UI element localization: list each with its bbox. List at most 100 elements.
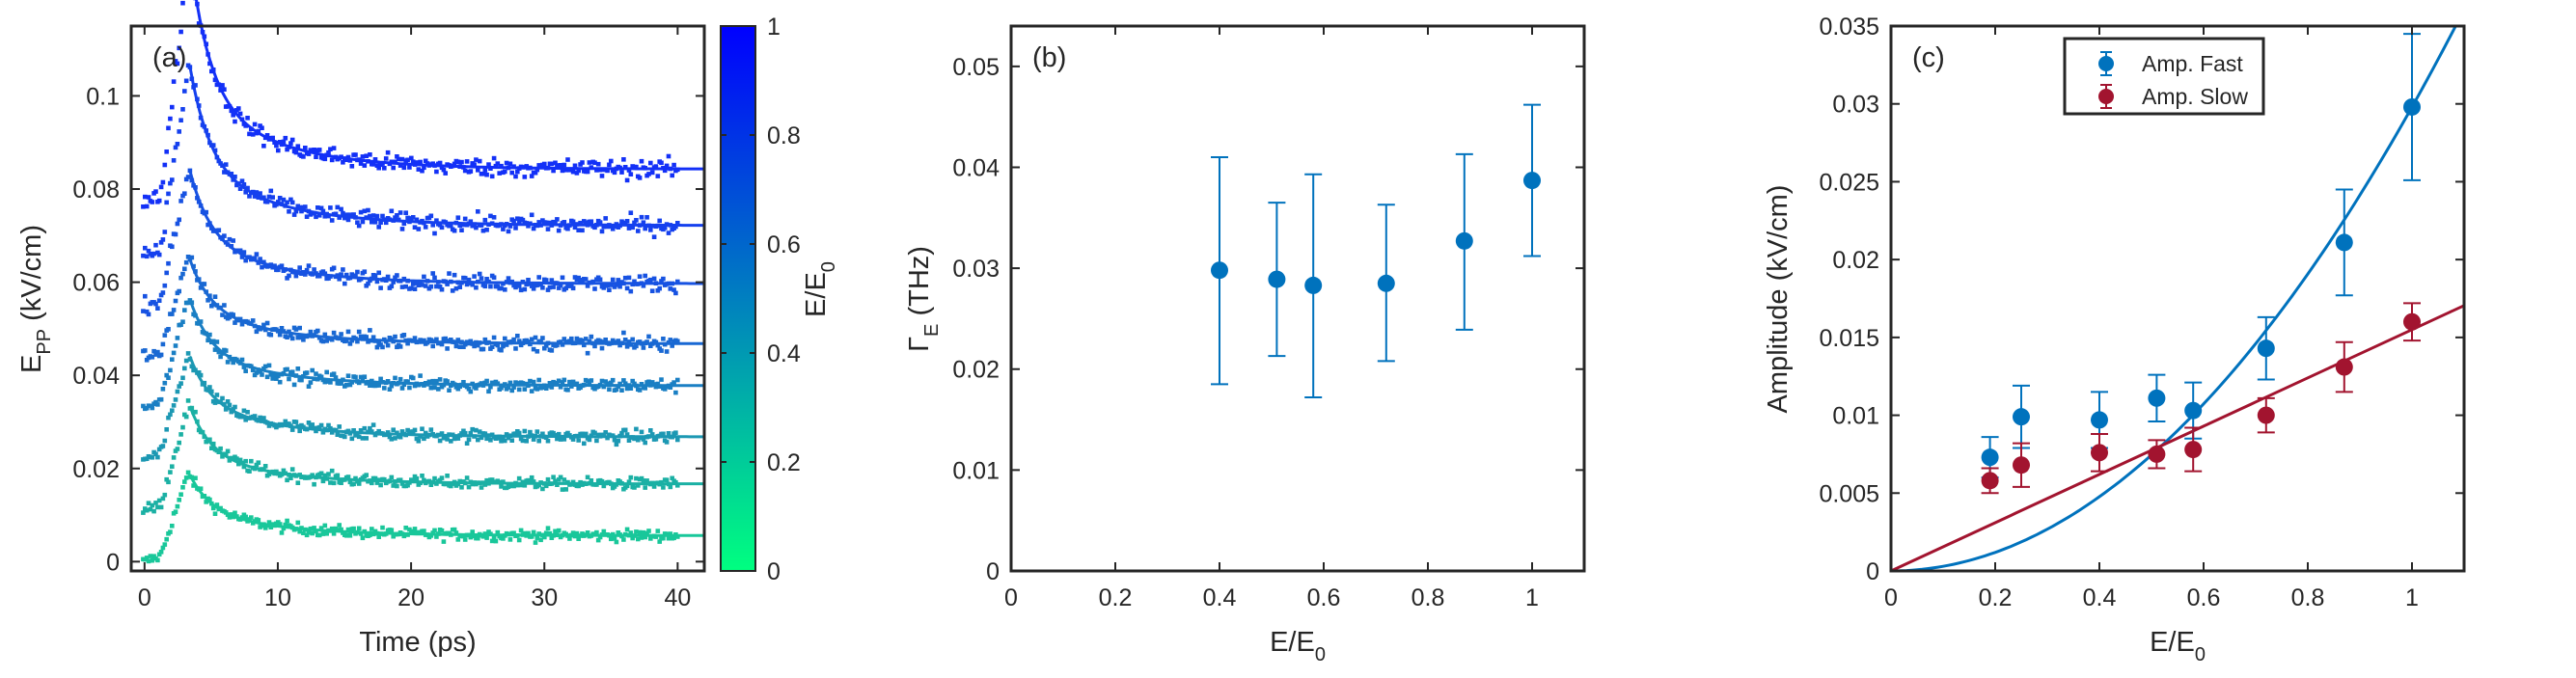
data-point xyxy=(639,214,644,220)
data-point xyxy=(347,382,353,388)
data-point xyxy=(524,533,529,538)
data-point xyxy=(237,248,243,254)
data-point xyxy=(594,482,599,487)
data-point xyxy=(397,210,403,215)
data-point xyxy=(2335,358,2353,376)
data-point xyxy=(410,375,416,381)
data-point xyxy=(170,312,175,316)
data-point xyxy=(639,340,644,346)
data-point xyxy=(258,369,262,374)
data-point xyxy=(587,339,592,344)
data-point xyxy=(576,228,581,232)
data-point xyxy=(189,300,195,305)
data-point xyxy=(288,423,293,428)
data-point xyxy=(168,470,173,475)
data-point xyxy=(173,397,178,402)
data-point xyxy=(239,357,245,363)
data-point xyxy=(499,484,504,489)
data-point xyxy=(466,437,472,443)
data-point xyxy=(556,431,562,437)
data-point xyxy=(310,530,315,536)
data-point xyxy=(193,83,198,88)
data-point xyxy=(401,382,407,387)
panel-c-x-ticks: 0 0.2 0.4 0.6 0.8 1 xyxy=(1884,26,2419,611)
data-point xyxy=(164,427,169,432)
panel-b-x-tick-label: 0.6 xyxy=(1307,584,1341,611)
data-point xyxy=(335,528,341,532)
data-point xyxy=(416,283,422,287)
data-point xyxy=(587,381,592,387)
data-point xyxy=(189,405,195,411)
data-point xyxy=(299,208,304,214)
data-point xyxy=(2257,339,2275,358)
data-point xyxy=(646,434,651,439)
data-point xyxy=(180,107,185,112)
data-point xyxy=(556,285,562,290)
data-point xyxy=(306,384,312,389)
data-point xyxy=(374,344,380,350)
data-point xyxy=(626,168,632,173)
data-point xyxy=(351,526,356,531)
data-point xyxy=(529,284,534,288)
data-point xyxy=(189,364,195,369)
data-point xyxy=(295,335,301,340)
data-point xyxy=(177,498,181,502)
data-point xyxy=(306,529,312,535)
data-point xyxy=(648,383,653,388)
data-point xyxy=(261,522,266,527)
data-point xyxy=(420,168,425,174)
data-point xyxy=(210,68,216,72)
data-point xyxy=(476,535,480,541)
data-point xyxy=(595,537,601,543)
data-point xyxy=(601,384,607,390)
data-point xyxy=(218,446,223,451)
panel-a-y-tick-label: 0.1 xyxy=(86,83,120,110)
data-point xyxy=(489,344,495,349)
data-point xyxy=(632,533,637,538)
data-point xyxy=(592,286,597,291)
data-point xyxy=(655,529,661,533)
data-point xyxy=(520,340,526,345)
data-point xyxy=(416,382,422,388)
data-point xyxy=(218,354,223,360)
data-point xyxy=(428,427,434,432)
data-point xyxy=(515,334,520,339)
data-point xyxy=(428,284,434,289)
data-point xyxy=(320,208,326,214)
data-point xyxy=(256,460,261,465)
data-point xyxy=(619,170,624,175)
data-point xyxy=(262,364,268,369)
data-point xyxy=(212,347,218,352)
data-point xyxy=(146,501,151,505)
data-point xyxy=(207,332,212,338)
data-point xyxy=(156,198,162,203)
data-point xyxy=(170,408,175,413)
data-point xyxy=(177,45,181,51)
data-point xyxy=(657,218,662,224)
data-point xyxy=(193,409,198,415)
data-point xyxy=(507,380,513,386)
data-point xyxy=(301,154,306,159)
data-point xyxy=(249,515,254,520)
data-point xyxy=(345,428,351,434)
data-point xyxy=(399,429,405,434)
data-point xyxy=(182,89,187,94)
data-point xyxy=(225,512,231,517)
data-point xyxy=(461,165,466,170)
data-point xyxy=(528,478,533,483)
data-point xyxy=(289,369,295,374)
data-point xyxy=(639,475,644,481)
data-point xyxy=(493,538,499,544)
data-point xyxy=(339,381,343,386)
panel-a-y-axis-label-sub: PP xyxy=(34,329,55,355)
data-point xyxy=(666,339,671,345)
data-point xyxy=(393,436,397,441)
data-point xyxy=(497,434,502,440)
data-point xyxy=(385,430,391,435)
data-point xyxy=(343,272,349,278)
data-point xyxy=(261,322,266,328)
data-point xyxy=(452,382,457,387)
panel-a-x-tick-label: 10 xyxy=(264,584,291,611)
data-point xyxy=(146,558,151,564)
data-point xyxy=(619,481,624,486)
